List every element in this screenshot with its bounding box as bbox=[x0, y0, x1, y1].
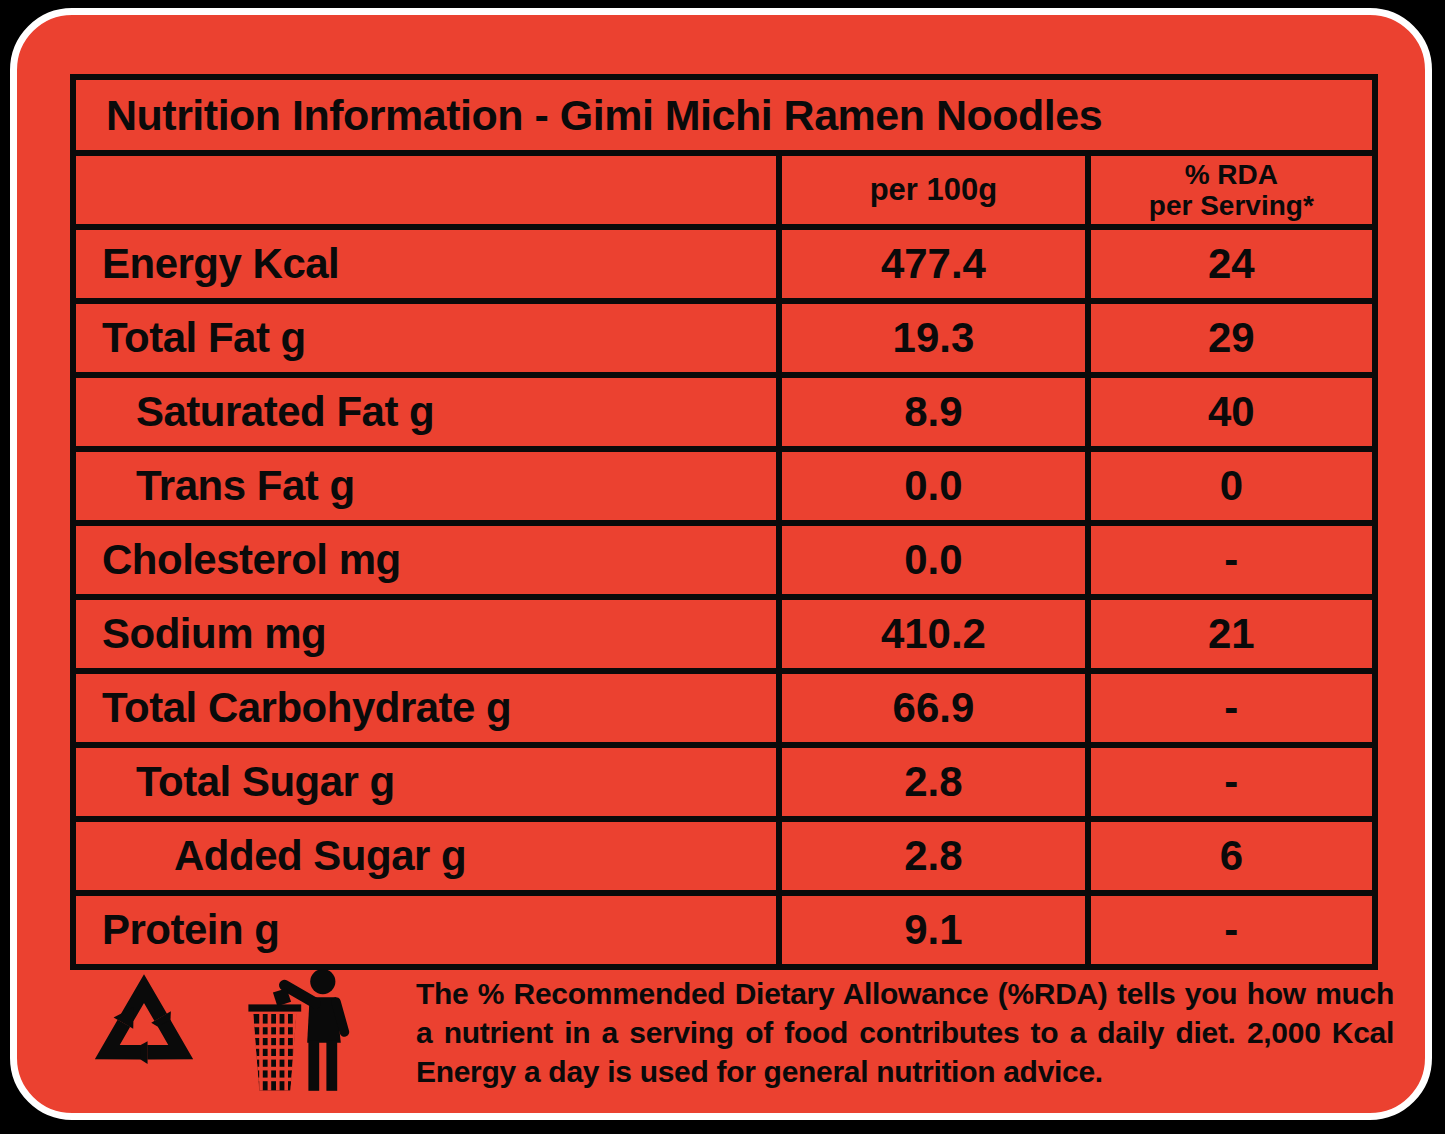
table-row: Added Sugar g 2.8 6 bbox=[73, 819, 1375, 893]
nutrient-label: Total Carbohydrate g bbox=[73, 671, 779, 745]
nutrition-table: Nutrition Information - Gimi Michi Ramen… bbox=[70, 74, 1378, 970]
per-100g-value: 8.9 bbox=[779, 375, 1087, 449]
per-100g-value: 66.9 bbox=[779, 671, 1087, 745]
rda-value: 29 bbox=[1088, 301, 1375, 375]
nutrient-label: Energy Kcal bbox=[73, 227, 779, 301]
per-100g-value: 2.8 bbox=[779, 819, 1087, 893]
per-100g-value: 2.8 bbox=[779, 745, 1087, 819]
nutrient-label: Cholesterol mg bbox=[73, 523, 779, 597]
rda-value: 21 bbox=[1088, 597, 1375, 671]
table-row: Total Fat g 19.3 29 bbox=[73, 301, 1375, 375]
table-row: Sodium mg 410.2 21 bbox=[73, 597, 1375, 671]
rda-column-header: % RDA per Serving* bbox=[1088, 153, 1375, 227]
footer: The % Recommended Dietary Allowance (%RD… bbox=[82, 942, 1394, 1122]
nutrient-label: Trans Fat g bbox=[73, 449, 779, 523]
column-header-row: per 100g % RDA per Serving* bbox=[73, 153, 1375, 227]
disposal-icons bbox=[82, 966, 372, 1098]
nutrient-label: Added Sugar g bbox=[73, 819, 779, 893]
rda-header-line1: % RDA bbox=[1185, 159, 1278, 190]
nutrient-label: Saturated Fat g bbox=[73, 375, 779, 449]
table-row: Energy Kcal 477.4 24 bbox=[73, 227, 1375, 301]
table-title: Nutrition Information - Gimi Michi Ramen… bbox=[73, 77, 1375, 153]
rda-value: - bbox=[1088, 745, 1375, 819]
rda-header-line2: per Serving* bbox=[1149, 190, 1314, 221]
rda-value: - bbox=[1088, 671, 1375, 745]
table-row: Total Sugar g 2.8 - bbox=[73, 745, 1375, 819]
rda-value: - bbox=[1088, 523, 1375, 597]
nutrient-label: Total Sugar g bbox=[73, 745, 779, 819]
table-row: Saturated Fat g 8.9 40 bbox=[73, 375, 1375, 449]
per-100g-value: 477.4 bbox=[779, 227, 1087, 301]
table-row: Trans Fat g 0.0 0 bbox=[73, 449, 1375, 523]
nutrition-label: Nutrition Information - Gimi Michi Ramen… bbox=[10, 8, 1432, 1120]
rda-value: 24 bbox=[1088, 227, 1375, 301]
empty-header-cell bbox=[73, 153, 779, 227]
title-row: Nutrition Information - Gimi Michi Ramen… bbox=[73, 77, 1375, 153]
rda-value: 40 bbox=[1088, 375, 1375, 449]
rda-value: 6 bbox=[1088, 819, 1375, 893]
nutrient-label: Sodium mg bbox=[73, 597, 779, 671]
table-row: Cholesterol mg 0.0 - bbox=[73, 523, 1375, 597]
table-row: Total Carbohydrate g 66.9 - bbox=[73, 671, 1375, 745]
rda-value: 0 bbox=[1088, 449, 1375, 523]
per-100g-column-header: per 100g bbox=[779, 153, 1087, 227]
per-100g-value: 0.0 bbox=[779, 523, 1087, 597]
nutrient-label: Total Fat g bbox=[73, 301, 779, 375]
recycle-icon bbox=[82, 968, 206, 1096]
per-100g-value: 0.0 bbox=[779, 449, 1087, 523]
tidyman-icon bbox=[234, 966, 354, 1098]
per-100g-value: 19.3 bbox=[779, 301, 1087, 375]
rda-explanation-note: The % Recommended Dietary Allowance (%RD… bbox=[416, 974, 1394, 1091]
per-100g-value: 410.2 bbox=[779, 597, 1087, 671]
